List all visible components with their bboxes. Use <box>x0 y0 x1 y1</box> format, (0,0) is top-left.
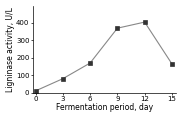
Y-axis label: Ligninase activity, U/L: Ligninase activity, U/L <box>6 7 15 91</box>
X-axis label: Fermentation period, day: Fermentation period, day <box>56 103 153 112</box>
